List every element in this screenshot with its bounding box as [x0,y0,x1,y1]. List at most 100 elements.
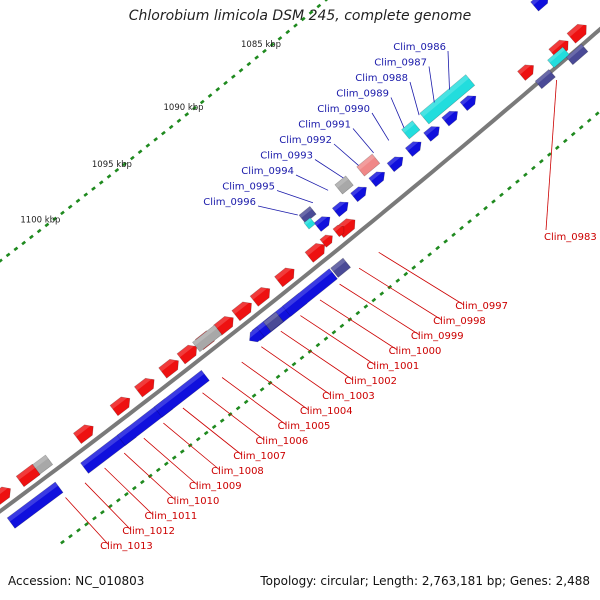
gene-body [331,201,349,218]
gene-body [356,153,381,177]
gene-body [368,171,386,188]
leader-line [65,497,110,546]
gene-shine [7,482,58,522]
tick-mark [403,271,409,277]
gene-shine [332,201,348,212]
gene-body [459,95,477,112]
reverse-gene [404,140,422,157]
gene-body [319,234,333,248]
gene-label: Clim_1009 [189,481,242,492]
tick-mark [531,165,536,171]
gene-shine [134,378,154,391]
gene-body [192,324,223,353]
gene-label: Clim_0983 [544,232,597,243]
gene-shine [547,47,566,63]
tick-mark [168,124,174,130]
tick-mark [238,68,244,73]
gene-label: Clim_0998 [433,316,486,327]
reverse-gene [350,186,367,203]
gene-label: Clim_0990 [317,104,370,115]
gene-body [32,454,54,475]
gene-shine [282,268,333,310]
gene-shine [405,140,421,152]
tick-mark [171,455,177,460]
tick-mark [323,336,329,341]
leader-line [333,143,359,166]
tick-mark [44,222,50,228]
tick-mark [291,361,297,367]
tick-mark [251,393,257,398]
gene-shine [177,345,196,358]
leader-line [276,190,314,204]
gene-body [386,156,404,173]
gene-label: Clim_1002 [344,376,397,387]
tick-mark [259,387,265,392]
gene-shine [110,396,129,410]
tick-mark [215,87,221,92]
navy-gene [262,311,284,332]
tick-mark [371,297,377,303]
tick-mark [21,240,27,246]
leader-line [352,128,374,154]
gene-label: Clim_1004 [300,406,353,417]
tick-mark [116,497,121,503]
tick-mark [176,118,182,124]
gene-body [282,268,338,317]
gene-body [153,369,210,418]
tick-mark [339,323,345,329]
tick-mark [83,192,89,197]
gene-shine [73,424,93,437]
gene-body [274,267,295,288]
gene-shine [274,267,293,281]
gene-label: Clim_1006 [255,436,308,447]
tick-mark [5,252,11,258]
leader-line [319,299,398,351]
leader-line [280,330,354,381]
gene-body [303,217,316,230]
kbp-label: 1100 kbp [20,216,60,226]
reverse-gene [368,171,386,188]
tick-mark [195,436,201,442]
gene-shine [263,312,279,326]
forward-gene [517,64,534,81]
forward-gene [133,377,155,398]
accession-label: Accession: NC_010803 [8,574,145,588]
tick-mark [459,225,464,231]
gene-body [6,481,64,529]
tick-mark [269,42,275,48]
leader-line [339,283,420,336]
tick-mark [199,99,205,105]
tick-mark [179,449,185,454]
tick-mark [114,167,120,173]
leader-line [358,267,443,321]
tick-mark [108,503,113,509]
gene-body [249,287,271,307]
leader-line [123,452,176,501]
forward-gene [72,424,94,445]
gene-label: Clim_1001 [366,361,419,372]
gene-label: Clim_0989 [336,89,389,100]
tick-mark [267,380,273,386]
tick-mark [163,461,169,467]
tick-mark [515,179,520,184]
tick-mark [100,510,105,515]
reverse-gene [423,125,440,142]
gene-shine [368,171,384,182]
forward-gene [566,23,587,44]
tick-mark [554,145,560,150]
forward-gene [231,301,252,322]
gene-body [176,344,198,365]
tick-mark [427,252,433,257]
gene-body [547,46,570,69]
tick-mark [67,204,73,210]
gene-shine [566,23,586,37]
tick-mark [475,212,480,218]
tick-mark [160,130,166,136]
tick-mark [379,291,385,296]
leader-line [428,66,435,103]
gene-label: Clim_0991 [298,120,351,131]
gene-body [566,23,587,44]
reverse-gene [313,215,331,232]
reverse-gene [331,201,349,218]
leader-line [143,437,198,486]
